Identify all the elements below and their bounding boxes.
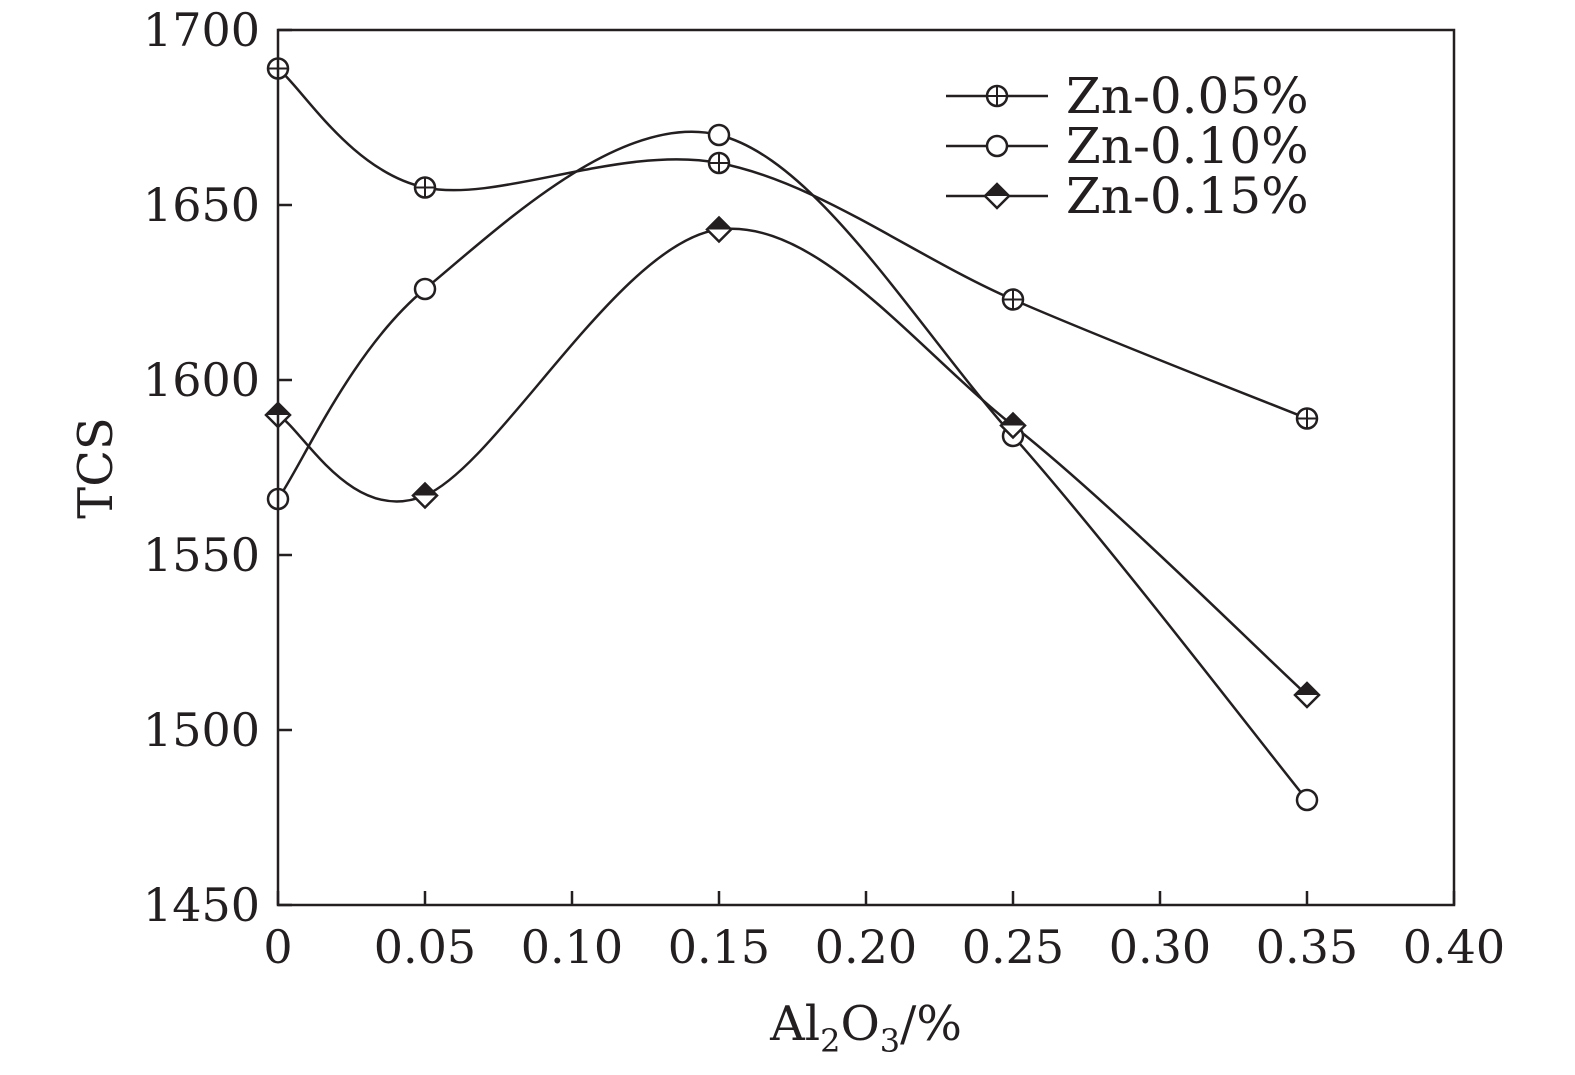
legend: Zn-0.05%Zn-0.10%Zn-0.15% xyxy=(946,67,1309,225)
x-axis-title-main: Al xyxy=(769,996,820,1052)
y-tick-label: 1600 xyxy=(143,353,260,407)
series-markers xyxy=(264,57,1321,812)
legend-label: Zn-0.15% xyxy=(1066,167,1309,225)
legend-marker xyxy=(983,182,1011,210)
x-axis-title-sub2: 3 xyxy=(880,1022,900,1060)
x-tick-label: 0.40 xyxy=(1403,920,1505,974)
data-point xyxy=(413,176,437,199)
legend-marker xyxy=(985,84,1009,108)
y-tick-label: 1450 xyxy=(143,878,260,932)
y-tick-label: 1500 xyxy=(143,703,260,757)
legend-label: Zn-0.10% xyxy=(1066,117,1309,175)
x-tick-label: 0.10 xyxy=(521,920,623,974)
y-tick-label: 1650 xyxy=(143,178,260,232)
y-tick-label: 1700 xyxy=(143,3,260,57)
series-line-1 xyxy=(277,67,1308,420)
x-axis-title: Al2O3/% xyxy=(769,996,962,1060)
data-point xyxy=(411,481,439,510)
data-point xyxy=(707,151,731,175)
y-axis-ticks: 1450 1500 1550 1600 1650 1700 xyxy=(143,3,292,932)
legend-item: Zn-0.10% xyxy=(946,117,1309,175)
series-line-3 xyxy=(277,227,1308,696)
legend-item: Zn-0.15% xyxy=(946,167,1309,225)
x-tick-label: 0.20 xyxy=(815,920,917,974)
legend-label: Zn-0.05% xyxy=(1066,67,1309,125)
legend-marker xyxy=(985,134,1009,158)
x-tick-label: 0.05 xyxy=(374,920,476,974)
x-tick-label: 0.35 xyxy=(1256,920,1358,974)
y-axis-title: TCS xyxy=(68,417,124,519)
series-line-2 xyxy=(276,130,1308,801)
data-point xyxy=(1293,681,1321,709)
x-axis-ticks: 0 0.05 0.10 0.15 0.20 0.25 0.30 0.35 0.40 xyxy=(263,891,1505,974)
data-point xyxy=(705,215,733,244)
data-point xyxy=(707,123,731,147)
data-point xyxy=(413,277,437,301)
x-tick-label: 0.25 xyxy=(962,920,1064,974)
y-tick-label: 1550 xyxy=(143,528,260,582)
x-axis-title-mid: O xyxy=(840,996,879,1052)
x-tick-label: 0.15 xyxy=(668,920,770,974)
data-point xyxy=(1295,407,1319,430)
x-axis-title-sub1: 2 xyxy=(820,1022,840,1060)
data-point xyxy=(1295,788,1319,812)
data-point xyxy=(1001,288,1025,311)
x-tick-label: 0 xyxy=(263,920,292,974)
x-tick-label: 0.30 xyxy=(1109,920,1211,974)
x-axis-title-tail: /% xyxy=(900,996,962,1052)
series-lines xyxy=(276,67,1308,801)
data-point xyxy=(999,411,1027,440)
legend-item: Zn-0.05% xyxy=(946,67,1309,125)
